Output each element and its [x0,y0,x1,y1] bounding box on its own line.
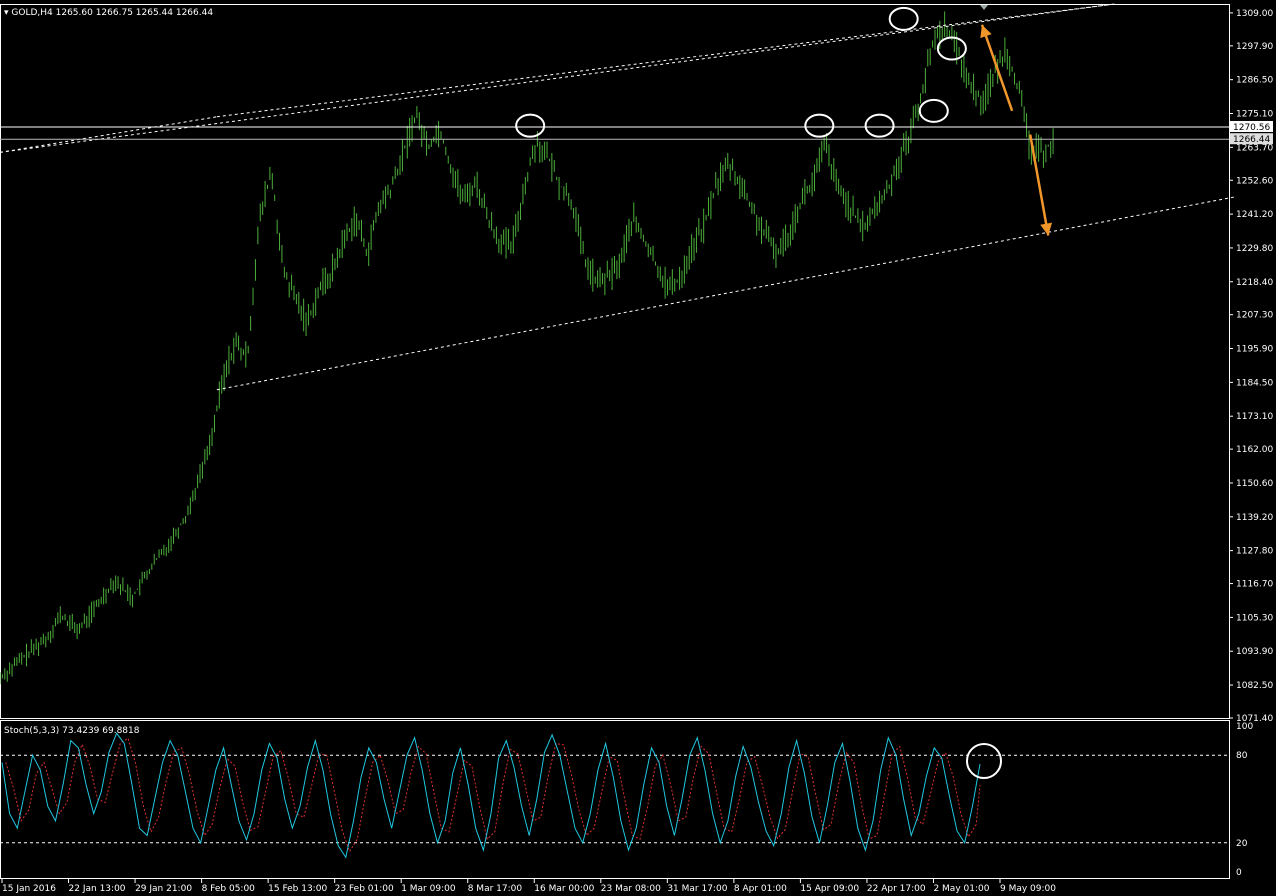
stoch-annotation-circle [966,743,1002,779]
price-tick-label: 1173.10 [1236,412,1273,422]
trendline[interactable] [216,3,1115,118]
price-tick-label: 1207.30 [1236,311,1273,321]
stoch-levels [0,754,1229,844]
time-tick-label: 8 Mar 17:00 [468,884,523,894]
price-tick-label: 1297.90 [1236,42,1273,52]
annotation-circle [918,98,949,123]
price-label: 1270.56 [1233,123,1270,133]
annotation-circle [804,113,835,138]
price-label-box [1230,120,1273,132]
price-axis: 1309.00 1297.90 1286.50 1275.10 1263.70 1252.… [1229,9,1273,724]
price-tick-label: 1286.50 [1236,76,1273,86]
price-tick-label: 1071.40 [1236,714,1273,724]
price-tick-label: 1275.10 [1236,110,1273,120]
price-tick-label: 1218.40 [1236,278,1273,288]
time-tick-label: 1 Mar 09:00 [401,884,456,894]
time-tick-label: 8 Feb 05:00 [202,884,256,894]
annotation-circle [864,113,895,138]
trendline[interactable] [216,196,1236,391]
time-axis: 15 Jan 2016 22 Jan 13:00 29 Jan 21:00 8 Feb… [1,879,1056,894]
stoch-tick-label: 20 [1236,839,1248,849]
trend-channel-lines [0,3,1236,391]
price-tick-label: 1252.60 [1236,176,1273,186]
stoch-panel-frame [0,720,1230,879]
stoch-lines [1,732,981,859]
time-tick-label: 15 Jan 2016 [2,884,56,894]
price-tick-label: 1116.70 [1236,580,1273,590]
main-panel: 1309.00 1297.90 1286.50 1275.10 1263.70 1252.… [0,3,1273,724]
arrow-head-icon [1040,222,1053,236]
time-tick-label: 8 Apr 01:00 [734,884,787,894]
price-tick-label: 1105.30 [1236,613,1273,623]
time-tick-label: 16 Mar 00:00 [534,884,594,894]
annotation-arrow [980,24,1014,112]
annotation-circle [515,113,546,138]
annotation-arrows [980,24,1053,236]
price-label-box [1230,133,1273,145]
price-tick-label: 1241.20 [1236,210,1273,220]
price-tick-label: 1082.50 [1236,681,1273,691]
price-tick-label: 1150.60 [1236,479,1273,489]
time-tick-label: 23 Mar 08:00 [601,884,661,894]
horizontal-levels [0,126,1229,140]
stoch-tick-label: 0 [1236,868,1242,878]
time-tick-label: 22 Jan 13:00 [69,884,126,894]
stoch-tick-label: 100 [1236,722,1253,732]
time-tick-label: 15 Apr 09:00 [800,884,859,894]
arrow-head-icon [980,24,992,39]
time-tick-label: 15 Feb 13:00 [268,884,327,894]
price-labels: 1270.56 1266.44 [1230,120,1273,145]
time-tick-label: 31 Mar 17:00 [667,884,727,894]
symbol-header: ▾ GOLD,H4 1265.60 1266.75 1265.44 1266.4… [4,8,213,18]
price-tick-label: 1195.90 [1236,345,1273,355]
time-tick-label: 22 Apr 17:00 [867,884,926,894]
stoch-main-line [1,732,981,859]
price-tick-label: 1162.00 [1236,445,1273,455]
annotation-arrow [1028,134,1050,236]
stoch-signal-line [5,737,981,853]
annotation-circles [515,6,967,138]
price-tick-label: 1229.80 [1236,244,1273,254]
price-tick-label: 1309.00 [1236,9,1273,19]
trendline[interactable] [0,3,1115,153]
stoch-header: Stoch(5,3,3) 73.4239 69.8818 [4,726,140,736]
time-tick-label: 23 Feb 01:00 [335,884,394,894]
trendline[interactable] [0,116,217,153]
time-tick-label: 29 Jan 21:00 [135,884,192,894]
price-tick-label: 1184.50 [1236,378,1273,388]
price-tick-label: 1093.90 [1236,647,1273,657]
stoch-panel: 100 80 20 0 Stoch(5,3,3) 73.4239 69.8818 [0,720,1253,879]
shift-marker-icon[interactable] [980,5,988,10]
time-tick-label: 2 May 01:00 [933,884,989,894]
price-tick-label: 1127.80 [1236,547,1273,557]
annotation-circle [888,6,919,31]
stoch-tick-label: 80 [1236,751,1248,761]
main-panel-frame [0,4,1230,719]
price-label: 1266.44 [1233,135,1270,145]
price-tick-label: 1263.70 [1236,143,1273,153]
stoch-axis: 100 80 20 0 [1236,722,1253,878]
annotation-circle [936,36,967,61]
price-tick-label: 1139.20 [1236,513,1273,523]
time-tick-label: 9 May 09:00 [1000,884,1056,894]
